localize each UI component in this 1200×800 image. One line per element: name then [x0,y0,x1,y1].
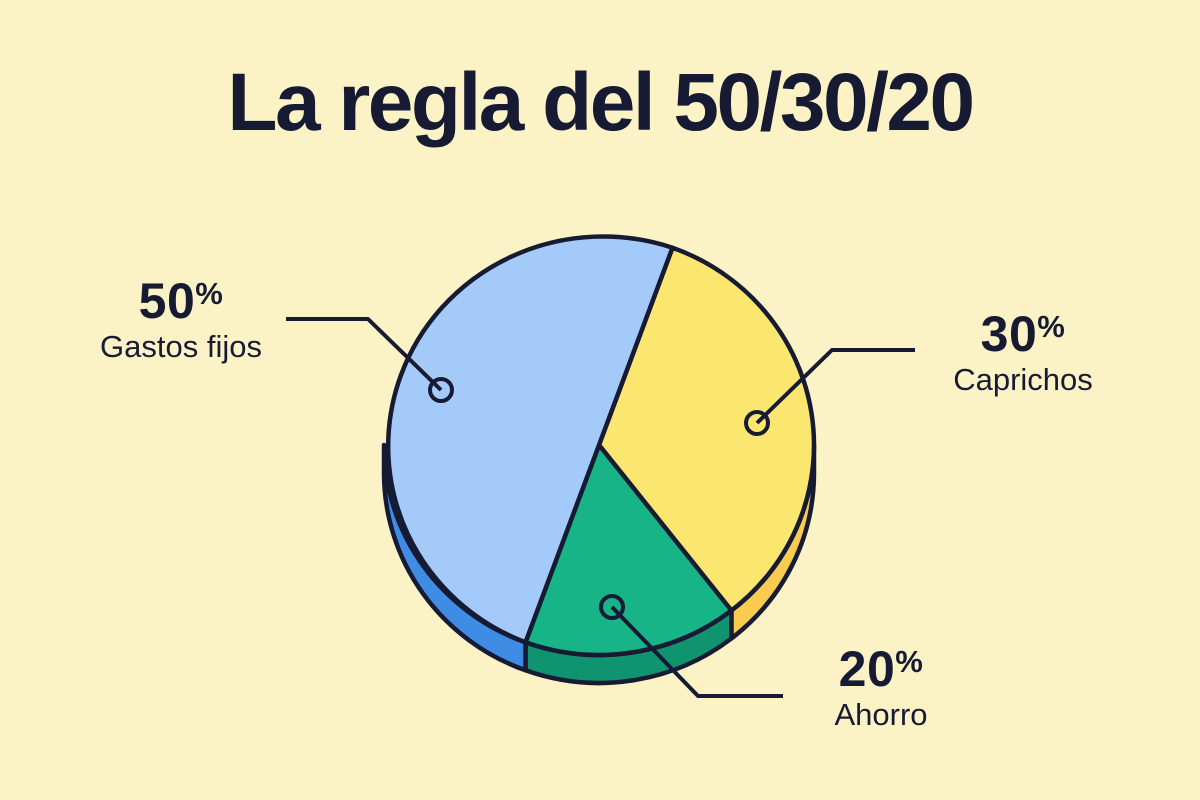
callout-label: Gastos fijos [100,329,262,364]
percent-number: 50 [138,273,196,329]
callout-line-ahorro [610,605,783,698]
pie-slices [385,234,817,658]
callout-ahorro: 20% Ahorro [731,644,1031,733]
callout-line-caprichos [755,348,915,425]
pie-slice-gastos-fijos [385,234,675,645]
percent-number: 30 [980,306,1038,362]
callout-marker-gastos-fijos [428,377,454,403]
pie-slice-ahorro [523,442,734,658]
callout-marker-caprichos [744,410,770,436]
callout-value: 20% [731,644,1031,694]
percent-sign: % [1037,309,1066,345]
callout-markers [428,377,770,620]
callout-value: 50% [31,276,331,326]
callout-label: Caprichos [953,362,1093,397]
percent-sign: % [195,276,224,312]
callout-caprichos: 30% Caprichos [873,309,1173,398]
callout-marker-ahorro [599,594,625,620]
page-title: La regla del 50/30/20 [227,57,975,148]
callout-lines [286,317,915,698]
callout-value: 30% [873,309,1173,359]
pie-slice-caprichos [596,245,817,613]
percent-sign: % [895,644,924,680]
percent-number: 20 [838,641,896,697]
callout-gastos-fijos: 50% Gastos fijos [31,276,331,365]
callout-label: Ahorro [834,697,928,732]
callout-line-gastos-fijos [286,317,443,392]
